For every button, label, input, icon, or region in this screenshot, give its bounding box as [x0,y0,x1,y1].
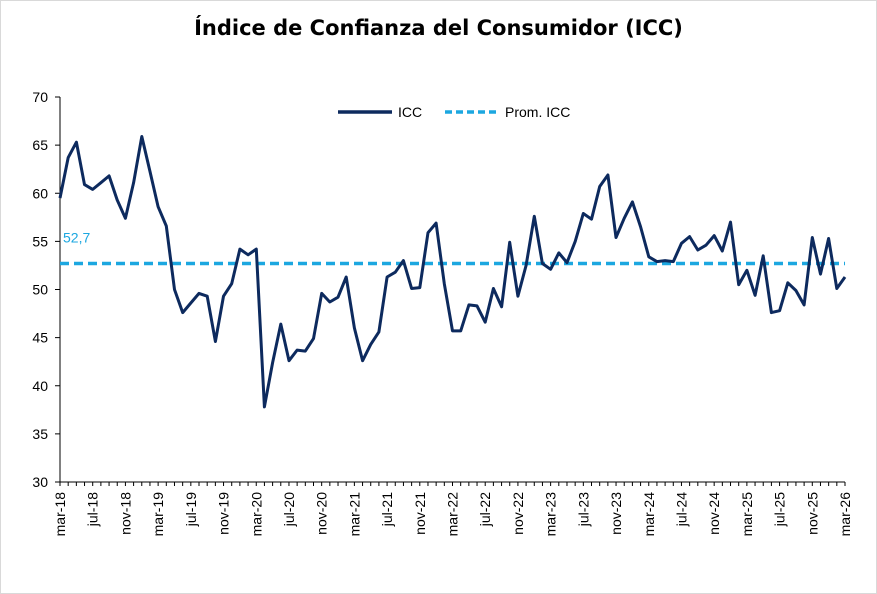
x-tick-label: jul-20 [281,492,297,527]
x-tick-label: jul-22 [477,492,493,527]
x-tick-label: mar-26 [837,492,853,537]
y-tick-label: 50 [32,282,48,298]
x-tick-label: nov-24 [706,492,722,535]
y-tick-label: 30 [32,474,48,490]
y-tick-label: 65 [32,137,48,153]
chart-title: Índice de Confianza del Consumidor (ICC) [194,16,683,40]
x-tick-label: jul-19 [183,492,199,527]
x-tick-label: nov-23 [608,492,624,535]
y-tick-label: 40 [32,378,48,394]
x-tick-label: nov-21 [412,492,428,535]
y-tick-label: 35 [32,426,48,442]
y-tick-label: 60 [32,185,48,201]
legend-label-avg: Prom. ICC [505,104,570,120]
x-tick-label: mar-24 [641,492,657,537]
x-tick-label: nov-22 [510,492,526,535]
y-tick-label: 70 [32,89,48,105]
axes: 30 35 40 45 50 55 60 65 70 mar-18 jul-18 nov-18 mar-… [32,89,853,536]
x-tick-label: nov-20 [314,492,330,535]
x-tick-label: nov-18 [117,492,133,535]
icc-line [58,135,847,409]
x-tick-label: mar-20 [248,492,264,537]
x-tick-label: jul-21 [379,492,395,527]
x-tick-label: mar-18 [52,492,68,537]
x-tick-label: mar-21 [346,492,362,537]
x-tick-label: mar-19 [150,492,166,537]
average-value-label: 52,7 [63,230,90,246]
x-tick-label: nov-25 [804,492,820,535]
x-tick-label: mar-22 [445,492,461,537]
legend-label-icc: ICC [398,104,422,120]
x-tick-label: jul-23 [575,492,591,527]
x-tick-label: jul-25 [772,492,788,527]
x-tick-label: jul-18 [85,492,101,527]
y-tick-label: 45 [32,330,48,346]
legend: ICC Prom. ICC [338,104,570,120]
x-tick-label: mar-25 [739,492,755,537]
icc-series [58,135,847,409]
x-tick-label: jul-24 [673,492,689,527]
x-tick-label: nov-19 [216,492,232,535]
y-tick-label: 55 [32,233,48,249]
x-tick-label: mar-23 [543,492,559,537]
